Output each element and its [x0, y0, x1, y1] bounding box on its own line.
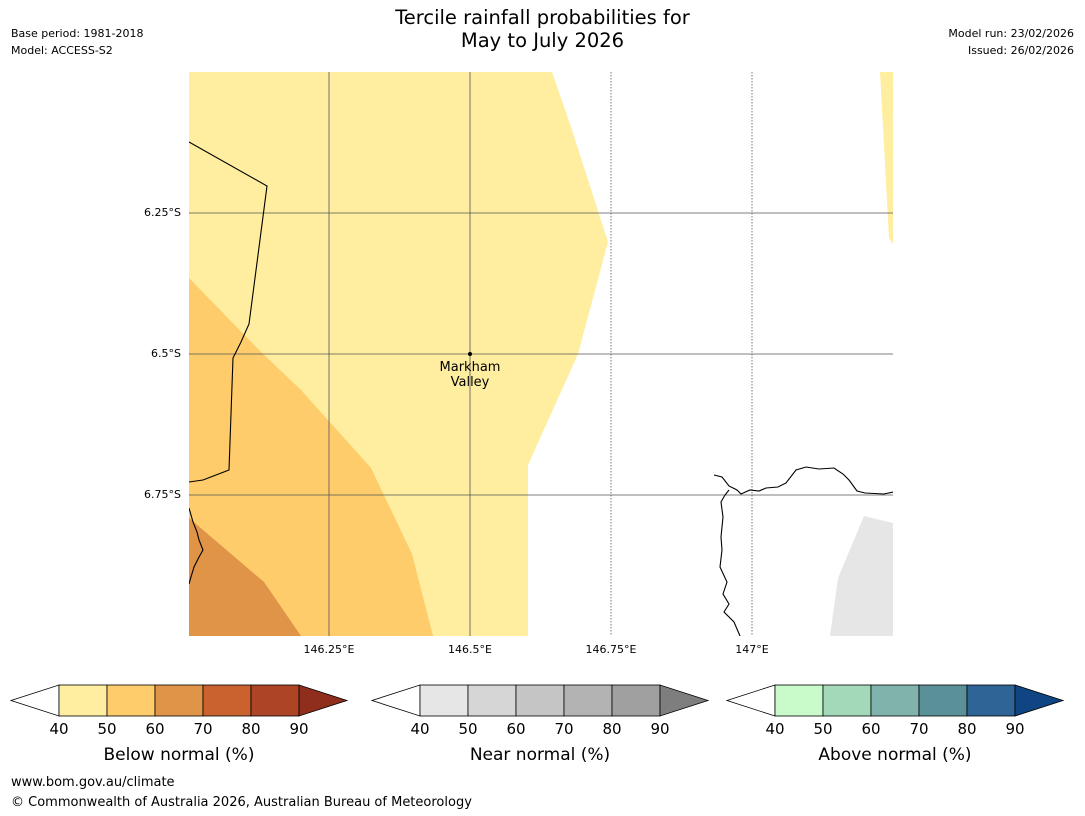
below-swatch-60-70 [154, 684, 204, 717]
below-tick-80: 80 [241, 720, 261, 738]
lon-label-146-25: 146.25°E [303, 643, 355, 656]
near-swatch-40-50 [419, 684, 469, 717]
above-swatch-50-60 [822, 684, 872, 717]
above-swatch-60-70 [870, 684, 920, 717]
below-tick-90: 90 [289, 720, 309, 738]
near-swatch-80-90 [611, 684, 661, 717]
below-normal-title: Below normal (%) [103, 745, 255, 765]
below-under-arrow [9, 684, 60, 717]
colorbar-near-normal [370, 684, 710, 718]
place-name-line-2: Valley [450, 375, 490, 390]
near-normal-title: Near normal (%) [469, 745, 611, 765]
borders [189, 141, 893, 636]
above-normal-title: Above normal (%) [818, 745, 972, 765]
near-swatch-50-60 [467, 684, 517, 717]
near-over-arrow [659, 684, 710, 717]
above-tick-80: 80 [957, 720, 977, 738]
lon-label-146-75: 146.75°E [585, 643, 637, 656]
model-text: Model: ACCESS-S2 [11, 44, 113, 57]
base-period-text: Base period: 1981-2018 [11, 27, 144, 40]
markham-valley-marker-icon[interactable] [468, 352, 472, 356]
above-tick-60: 60 [861, 720, 881, 738]
below-tick-40: 40 [49, 720, 69, 738]
page-title: Tercile rainfall probabilities for May t… [300, 6, 785, 52]
map-canvas [189, 72, 893, 636]
title-line-1: Tercile rainfall probabilities for [395, 6, 690, 29]
below-tick-50: 50 [97, 720, 117, 738]
near-swatch-70-80 [563, 684, 613, 717]
model-run-text: Model run: 23/02/2026 [948, 27, 1074, 40]
near-under-arrow [370, 684, 421, 717]
above-tick-40: 40 [765, 720, 785, 738]
above-over-arrow [1014, 684, 1065, 717]
above-tick-50: 50 [813, 720, 833, 738]
lon-label-147: 147°E [735, 643, 769, 656]
below-swatch-50-60 [106, 684, 156, 717]
footer-url[interactable]: www.bom.gov.au/climate [11, 775, 175, 790]
above-swatch-80-90 [966, 684, 1016, 717]
issued-text: Issued: 26/02/2026 [967, 44, 1074, 57]
near-tick-50: 50 [458, 720, 478, 738]
above-tick-70: 70 [909, 720, 929, 738]
above-tick-90: 90 [1005, 720, 1025, 738]
below-tick-70: 70 [193, 720, 213, 738]
below-over-arrow [298, 684, 349, 717]
lat-label-6-25: 6.25°S [144, 206, 181, 219]
lon-label-146-5: 146.5°E [448, 643, 492, 656]
above-swatch-40-50 [774, 684, 824, 717]
near-swatch-60-70 [515, 684, 565, 717]
near-tick-40: 40 [410, 720, 430, 738]
metadata-right: Model run: 23/02/2026 Issued: 26/02/2026 [948, 25, 1074, 59]
below-tick-60: 60 [145, 720, 165, 738]
lat-label-6-75: 6.75°S [144, 488, 181, 501]
colorbar-below-normal [9, 684, 349, 718]
footer-copyright: © Commonwealth of Australia 2026, Austra… [11, 795, 472, 810]
title-line-2: May to July 2026 [460, 29, 625, 52]
metadata-left: Base period: 1981-2018 Model: ACCESS-S2 [11, 25, 143, 59]
below-swatch-70-80 [202, 684, 252, 717]
place-name-line-1: Markham [439, 360, 501, 375]
near-tick-70: 70 [554, 720, 574, 738]
near-tick-90: 90 [650, 720, 670, 738]
probability-map[interactable] [189, 72, 893, 636]
place-label: Markham Valley [410, 360, 530, 390]
region-below-60-70 [189, 518, 301, 636]
lat-label-6-5: 6.5°S [151, 347, 181, 360]
region-below-50-60 [189, 278, 433, 636]
region-below-40-50-east [880, 72, 893, 244]
near-tick-60: 60 [506, 720, 526, 738]
above-swatch-70-80 [918, 684, 968, 717]
below-swatch-40-50 [58, 684, 108, 717]
region-near-40-50 [830, 516, 893, 636]
below-swatch-80-90 [250, 684, 300, 717]
colorbar-above-normal [725, 684, 1065, 718]
above-under-arrow [725, 684, 776, 717]
near-tick-80: 80 [602, 720, 622, 738]
